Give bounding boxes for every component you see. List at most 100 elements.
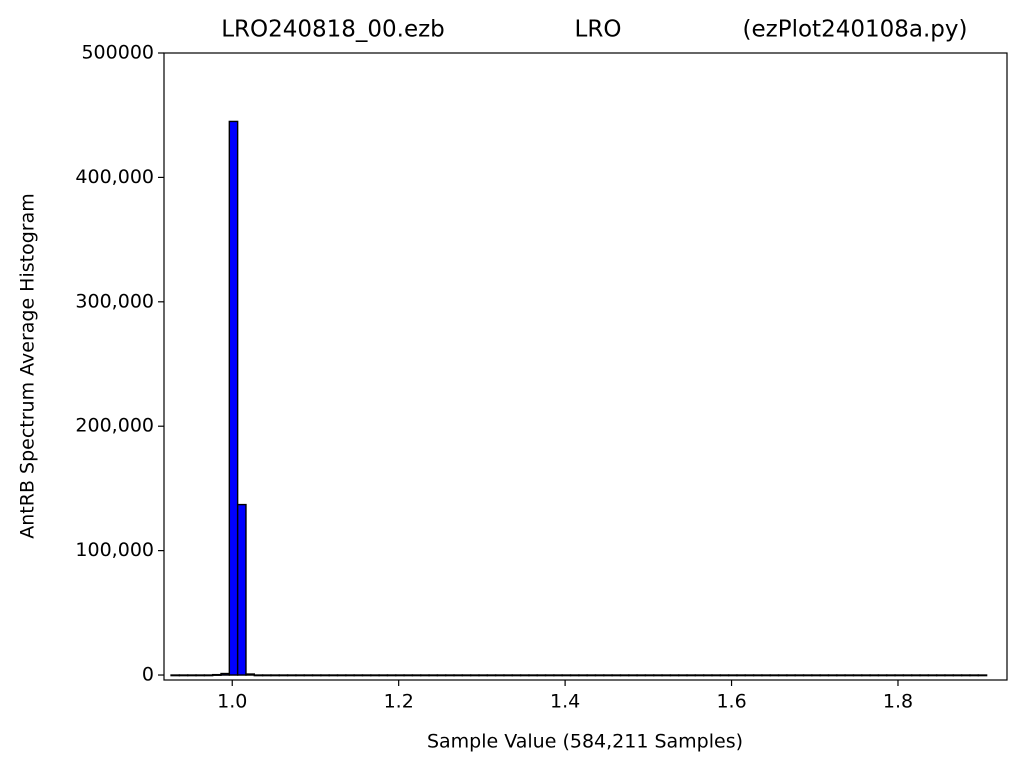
bar: [786, 674, 796, 677]
bar: [245, 673, 255, 676]
bar: [702, 674, 713, 677]
bar: [802, 674, 813, 677]
bar: [420, 674, 430, 677]
bar: [678, 674, 688, 677]
plot-frame: [163, 52, 1008, 681]
chart-title: LRO: [575, 17, 622, 43]
bar: [594, 674, 605, 677]
bar: [428, 674, 439, 677]
x-tick-label: 1.4: [550, 691, 580, 713]
bar: [727, 674, 738, 677]
bar: [819, 674, 830, 677]
chart-title: LRO240818_00.ezb: [221, 17, 445, 43]
bar: [586, 674, 597, 677]
bar: [744, 674, 755, 677]
bar: [569, 674, 580, 677]
bar: [361, 674, 372, 677]
bar: [286, 674, 297, 677]
bar: [211, 673, 222, 676]
bar: [386, 674, 397, 677]
bar: [353, 674, 364, 677]
bar: [519, 674, 530, 677]
bar: [270, 674, 280, 677]
bar: [852, 674, 863, 677]
bar: [486, 674, 497, 677]
bar: [719, 674, 730, 677]
bar: [919, 674, 930, 677]
bar: [653, 674, 663, 677]
bar: [752, 674, 763, 677]
bar: [461, 674, 472, 677]
bar: [478, 674, 489, 677]
bar: [536, 674, 547, 677]
bar: [769, 674, 780, 677]
bar: [336, 674, 347, 677]
bar: [411, 674, 422, 677]
bar: [761, 674, 771, 677]
bar: [694, 674, 705, 677]
bar: [345, 674, 355, 677]
bar: [869, 674, 880, 677]
bar: [228, 120, 239, 676]
bar: [503, 674, 513, 677]
y-axis-label: AntRB Spectrum Average Histogram: [17, 193, 39, 539]
bar: [295, 674, 305, 677]
bar: [320, 674, 330, 677]
bar: [969, 674, 979, 677]
bar: [960, 674, 971, 677]
y-tick-label: 0: [142, 664, 154, 686]
bar: [195, 674, 206, 677]
bar: [944, 674, 955, 677]
bar: [844, 674, 855, 677]
x-axis-label: Sample Value (584,211 Samples): [427, 731, 743, 753]
bar: [603, 674, 613, 677]
bar: [836, 674, 846, 677]
bar: [311, 674, 322, 677]
x-tick-label: 1.6: [716, 691, 746, 713]
bar: [886, 674, 896, 677]
bar: [253, 674, 264, 677]
bar: [827, 674, 838, 677]
bar: [736, 674, 746, 677]
y-tick-label: 100,000: [75, 539, 154, 561]
bar: [370, 674, 380, 677]
bar: [236, 503, 247, 676]
y-tick-label: 400,000: [75, 166, 154, 188]
bar: [811, 674, 821, 677]
bar: [977, 674, 988, 677]
bar: [952, 674, 963, 677]
bar: [303, 674, 314, 677]
bar: [261, 674, 272, 677]
bar: [628, 674, 638, 677]
bar: [861, 674, 871, 677]
x-tick-label: 1.2: [384, 691, 414, 713]
bar: [644, 674, 655, 677]
bar: [669, 674, 680, 677]
bar: [578, 674, 588, 677]
bar: [686, 674, 697, 677]
chart-title: (ezPlot240108a.py): [743, 17, 968, 43]
bar: [378, 674, 389, 677]
bar: [636, 674, 647, 677]
bar: [187, 674, 197, 677]
bar: [469, 674, 480, 677]
bar: [511, 674, 522, 677]
bar: [170, 674, 181, 677]
bar: [894, 674, 905, 677]
bar: [794, 674, 805, 677]
bar: [395, 674, 405, 677]
bar: [911, 674, 921, 677]
bar: [278, 674, 289, 677]
bar: [661, 674, 672, 677]
x-tick-label: 1.8: [883, 691, 913, 713]
bar: [403, 674, 414, 677]
bar: [927, 674, 938, 677]
bar: [528, 674, 538, 677]
bar: [203, 674, 214, 677]
bar: [328, 674, 339, 677]
bar: [436, 674, 447, 677]
bar: [935, 674, 946, 677]
bar: [619, 674, 630, 677]
bar: [561, 674, 572, 677]
bar: [611, 674, 622, 677]
